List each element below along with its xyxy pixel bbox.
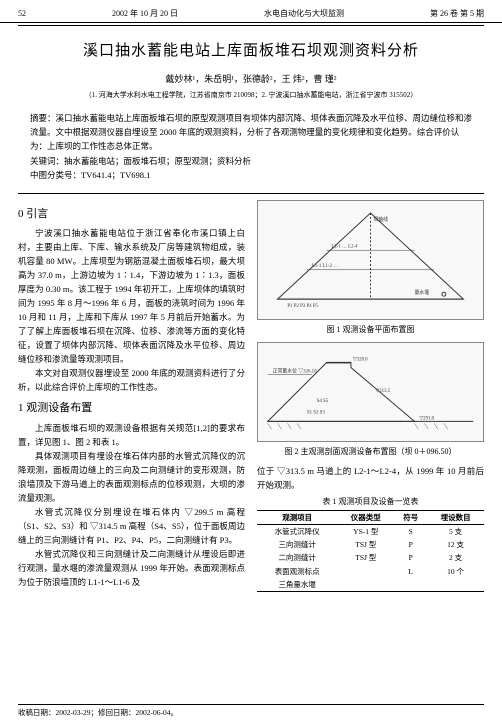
table-row: 表面观测标点 L 10 个 (257, 565, 484, 578)
svg-text:S4 S5: S4 S5 (317, 398, 329, 403)
svg-text:P1 P2 P3 P4 P5: P1 P2 P3 P4 P5 (287, 304, 318, 309)
section-0-title: 0 引言 (18, 206, 245, 223)
section-1-para-4: 水管式沉降仪和三向测缝计及二向测缝计从埋设后即进行观测，量水堰的渗流量观测从 1… (18, 547, 245, 589)
table-row: 三向测缝计 TSJ 型 P 12 支 (257, 538, 484, 551)
vol-issue: 第 26 卷 第 5 期 (430, 8, 484, 20)
table-row: 水管式沉降仪 YS-1 型 S 5 支 (257, 524, 484, 538)
running-header: 52 2002 年 10 月 20 日 水电自动化与大坝监测 第 26 卷 第 … (0, 0, 502, 23)
two-column-body: 0 引言 宁波溪口抽水蓄能电站位于浙江省奉化市溪口镇上白村，主要由上库、下库、输… (0, 194, 502, 593)
clc-number: 中图分类号：TV641.4；TV698.1 (30, 168, 472, 182)
svg-text:▽291.0: ▽291.0 (419, 415, 434, 421)
svg-text:L1-1 L1-2 …: L1-1 L1-2 … (312, 264, 338, 269)
th-3: 埋设数目 (427, 510, 484, 524)
paper-title: 溪口抽水蓄能电站上库面板堆石坝观测资料分析 (0, 40, 502, 63)
section-1-para-5: 位于 ▽313.5 m 马道上的 L2-1～L2-4，从 1999 年 10 月… (257, 464, 484, 492)
figure-2: 正常蓄水位 ▽326.10 ▽328.0 ▽313.5 S4 S5 S1 S2 … (257, 342, 484, 442)
svg-text:S1 S2 S3: S1 S2 S3 (307, 410, 325, 415)
svg-text:正常蓄水位 ▽326.10: 正常蓄水位 ▽326.10 (273, 367, 317, 374)
keywords: 关键词：抽水蓄能电站；面板堆石坝；原型观测；资料分析 (30, 154, 472, 168)
th-0: 观测项目 (257, 510, 337, 524)
svg-text:量水堰: 量水堰 (415, 289, 430, 296)
svg-text:▽313.5: ▽313.5 (375, 388, 390, 394)
table-row: 二向测缝计 TSJ 型 P 2 支 (257, 551, 484, 564)
table-1-caption: 表 1 观测项目及设备一览表 (257, 496, 484, 508)
table-header-row: 观测项目 仪器类型 符号 埋设数目 (257, 510, 484, 524)
authors: 戴妙林¹，朱岳明¹，张德龄²，王 炜²，曹 瑾² (0, 73, 502, 87)
journal-name: 水电自动化与大坝监测 (264, 8, 344, 20)
figure-1: L1-1 L1-2 … L2-1 … L2-4 量水堰 P1 P2 P3 P4 … (257, 200, 484, 320)
section-1-para-2: 具体观测项目有埋设在堆石体内部的水管式沉降仪的沉降观测，面板周边缝上的三向及二向… (18, 449, 245, 505)
table-1: 观测项目 仪器类型 符号 埋设数目 水管式沉降仪 YS-1 型 S 5 支 三向… (257, 510, 484, 593)
abstract-block: 摘要：溪口抽水蓄能电站上库面板堆石坝的原型观测项目有坝体内部沉降、坝体表面沉降及… (0, 111, 502, 183)
page-number: 52 (18, 8, 26, 20)
abstract-text: 摘要：溪口抽水蓄能电站上库面板堆石坝的原型观测项目有坝体内部沉降、坝体表面沉降及… (30, 111, 472, 154)
svg-text:▽328.0: ▽328.0 (353, 356, 368, 362)
svg-text:坝轴线: 坝轴线 (373, 216, 388, 223)
section-1-para-1: 上库面板堆石坝的观测设备根据有关规范[1,2]的要求布置，详见图 1、图 2 和… (18, 421, 245, 449)
section-0-para-2: 本文对自观测仪器埋设至 2000 年底的观测资料进行了分析，以此综合评价上库坝的… (18, 366, 245, 394)
table-row: 三角量水堰 (257, 578, 484, 592)
th-2: 符号 (394, 510, 427, 524)
left-column: 0 引言 宁波溪口抽水蓄能电站位于浙江省奉化市溪口镇上白村，主要由上库、下库、输… (18, 200, 245, 593)
right-column: L1-1 L1-2 … L2-1 … L2-4 量水堰 P1 P2 P3 P4 … (257, 200, 484, 593)
section-1-para-3: 水管式沉降仪分别埋设在堆石体内 ▽299.5 m 高程（S1、S2、S3）和 ▽… (18, 505, 245, 547)
figure-1-caption: 图 1 观测设备平面布置图 (257, 324, 484, 336)
section-0-para-1: 宁波溪口抽水蓄能电站位于浙江省奉化市溪口镇上白村，主要由上库、下库、输水系统及厂… (18, 226, 245, 366)
figure-2-caption: 图 2 主观测剖面观测设备布置图（坝 0＋096.50） (257, 446, 484, 458)
header-date: 2002 年 10 月 20 日 (112, 8, 178, 20)
th-1: 仪器类型 (337, 510, 394, 524)
affiliation: （1. 河海大学水利水电工程学院，江苏省南京市 210098；2. 宁波溪口抽水… (0, 90, 502, 101)
header-rule (18, 25, 484, 26)
svg-text:L2-1 … L2-4: L2-1 … L2-4 (331, 244, 358, 249)
section-1-title: 1 观测设备布置 (18, 400, 245, 417)
footer-dates: 收稿日期：2002-03-29；修回日期：2002-06-04。 (18, 704, 484, 718)
